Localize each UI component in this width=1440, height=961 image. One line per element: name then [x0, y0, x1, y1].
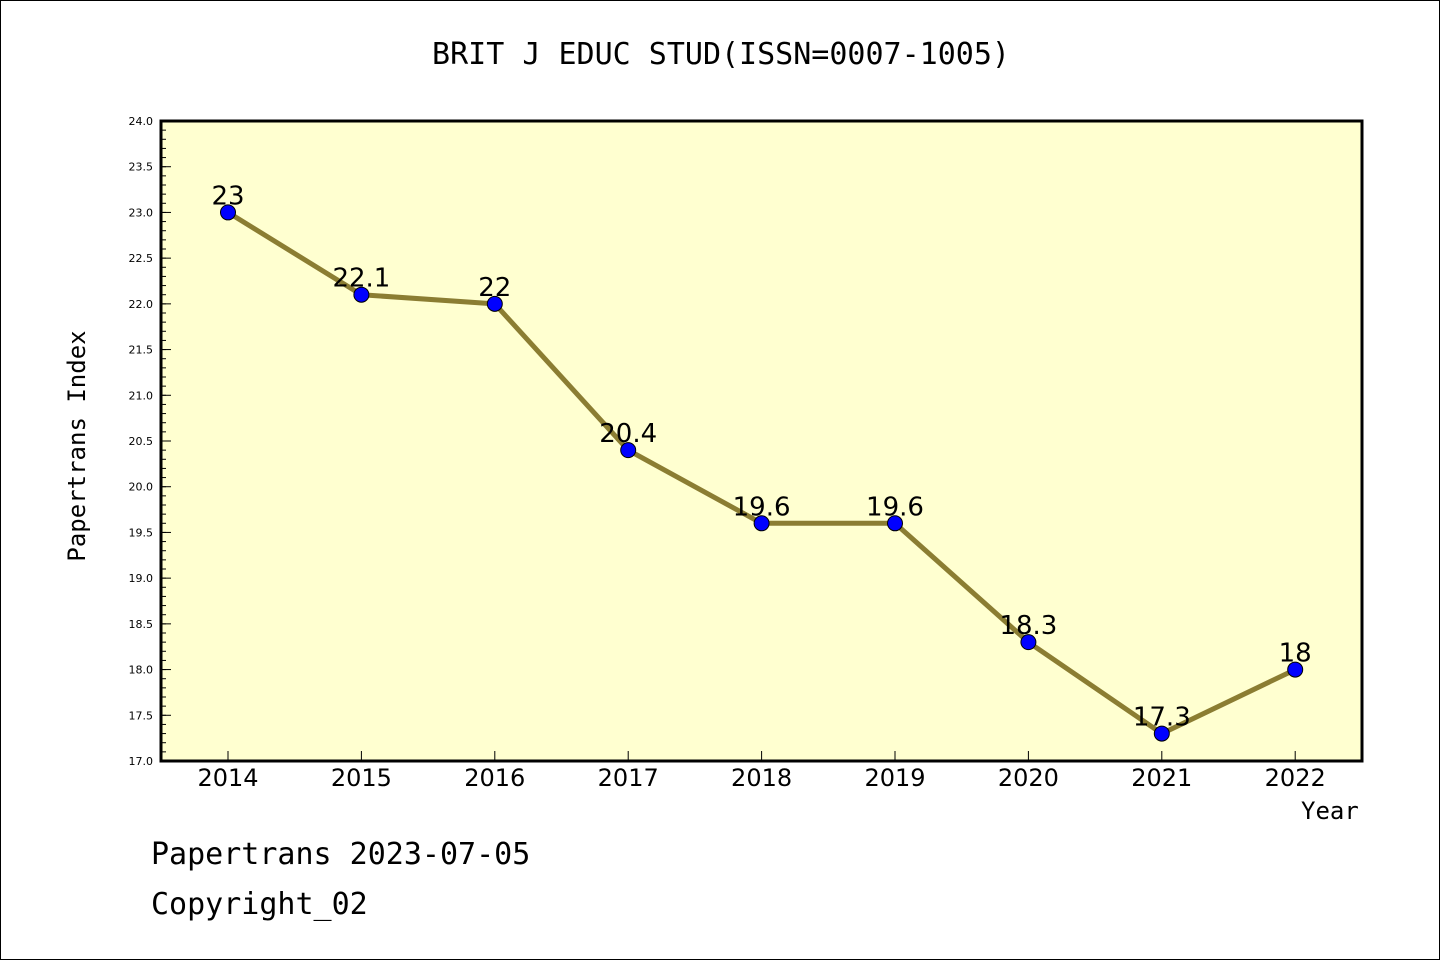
- y-tick-label: 18.0: [129, 664, 154, 677]
- x-tick-label: 2019: [864, 764, 925, 792]
- data-label: 19.6: [866, 492, 924, 522]
- plot-area: [161, 121, 1362, 761]
- x-tick-label: 2022: [1265, 764, 1326, 792]
- x-tick-label: 2018: [731, 764, 792, 792]
- data-point: [220, 204, 236, 221]
- y-tick-label: 19.0: [129, 572, 154, 585]
- data-point: [486, 295, 503, 312]
- y-tick-label: 22.5: [129, 252, 154, 265]
- data-label: 20.4: [599, 419, 657, 449]
- y-tick-label: 21.5: [129, 344, 154, 357]
- data-point: [620, 442, 637, 459]
- y-tick-label: 23.5: [129, 161, 154, 174]
- plot-border: [159, 119, 1364, 763]
- x-tick-label: 2017: [598, 764, 659, 792]
- footer-credit: Papertrans 2023-07-05: [151, 837, 531, 872]
- data-label: 18: [1279, 639, 1312, 669]
- x-tick-label: 2014: [197, 764, 258, 792]
- chart-title: BRIT J EDUC STUD(ISSN=0007-1005): [432, 37, 1010, 72]
- y-tick-label: 24.0: [129, 115, 154, 128]
- x-tick-label: 2015: [331, 764, 392, 792]
- data-point: [887, 515, 903, 532]
- y-tick-label: 18.5: [129, 618, 154, 631]
- data-point: [753, 515, 770, 532]
- y-tick-label: 20.5: [129, 435, 154, 448]
- data-label: 18.3: [999, 611, 1057, 641]
- data-label: 17.3: [1133, 703, 1191, 733]
- data-label: 23: [211, 181, 244, 211]
- y-tick-label: 20.0: [129, 481, 154, 494]
- x-tick-label: 2016: [464, 764, 525, 792]
- x-tick-label: 2020: [998, 764, 1059, 792]
- x-axis-label: Year: [1301, 797, 1359, 825]
- footer-copyright: Copyright_02: [151, 887, 368, 922]
- y-tick-label: 22.0: [129, 298, 154, 311]
- data-label: 19.6: [733, 492, 791, 522]
- y-tick-label: 19.5: [129, 526, 154, 539]
- y-tick-label: 17.5: [129, 709, 154, 722]
- y-tick-label: 17.0: [129, 755, 154, 768]
- data-point: [1153, 725, 1170, 742]
- y-tick-label: 23.0: [129, 206, 154, 219]
- data-point: [1020, 634, 1037, 651]
- data-label: 22.1: [332, 264, 390, 294]
- data-point: [353, 286, 370, 303]
- data-point: [1287, 661, 1304, 678]
- y-tick-label: 21.0: [129, 389, 154, 402]
- data-label: 22: [478, 273, 511, 303]
- x-tick-label: 2021: [1131, 764, 1192, 792]
